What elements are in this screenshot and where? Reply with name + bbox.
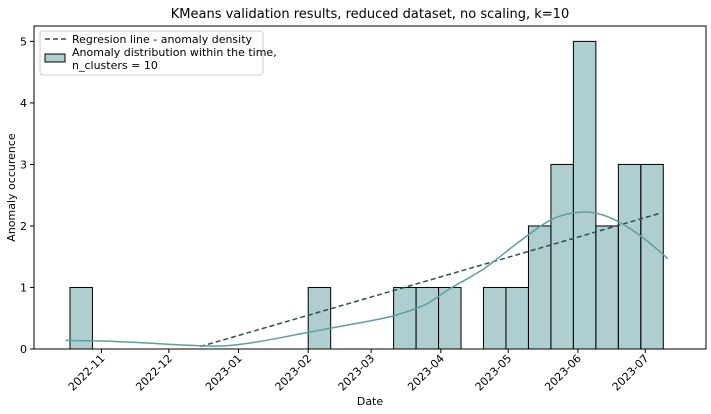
histogram-bar — [393, 286, 417, 350]
y-tick-label: 0 — [20, 343, 27, 356]
y-tick-label: 4 — [20, 97, 27, 110]
histogram-bar — [505, 286, 529, 350]
x-tick-label: 2023-07 — [610, 352, 652, 394]
x-tick-label: 2023-06 — [542, 352, 584, 394]
histogram-bar — [415, 286, 440, 350]
x-tick-label: 2023-01 — [203, 352, 245, 394]
x-tick-label: 2023-03 — [336, 352, 378, 394]
histogram-bar — [482, 286, 507, 350]
legend-bar-swatch — [44, 53, 66, 63]
y-tick-label: 2 — [20, 220, 27, 233]
x-tick-label: 2023-04 — [405, 352, 447, 394]
x-tick-label: 2023-05 — [473, 352, 515, 394]
histogram-bar — [572, 40, 597, 350]
histogram-bar — [640, 163, 664, 350]
kde-curve — [65, 211, 669, 347]
legend-label-histogram-line2: n_clusters = 10 — [72, 59, 158, 72]
y-tick-label: 5 — [20, 35, 27, 48]
histogram-bar — [595, 225, 619, 350]
chart-title: KMeans validation results, reduced datas… — [171, 7, 569, 22]
y-axis-label: Anomaly occurence — [5, 133, 18, 242]
x-tick-label: 2023-02 — [273, 352, 315, 394]
axes-frame — [33, 25, 707, 350]
x-axis-ticks: 2022-11 2022-12 2023-01 2023-02 2023-03 2023-… — [66, 349, 652, 394]
legend-label-histogram-line1: Anomaly distribution within the time, — [72, 46, 277, 59]
histogram-bar — [307, 286, 332, 350]
x-tick-label: 2022-12 — [133, 352, 175, 394]
histogram-bars — [69, 40, 664, 350]
y-axis-ticks: 0 1 2 3 4 5 — [20, 35, 34, 356]
histogram-bar — [527, 225, 552, 350]
y-tick-label: 3 — [20, 158, 27, 171]
histogram-bar — [438, 286, 462, 350]
legend: Regresion line - anomaly densityAnomaly … — [39, 30, 277, 76]
kde-curve-layer — [65, 211, 669, 347]
histogram-bar — [550, 163, 574, 350]
histogram-bar — [617, 163, 642, 350]
x-axis-label: Date — [357, 395, 384, 408]
x-tick-label: 2022-11 — [66, 352, 108, 394]
legend-label-regression: Regresion line - anomaly density — [72, 33, 253, 46]
y-tick-label: 1 — [20, 281, 27, 294]
legend-box — [39, 30, 264, 76]
